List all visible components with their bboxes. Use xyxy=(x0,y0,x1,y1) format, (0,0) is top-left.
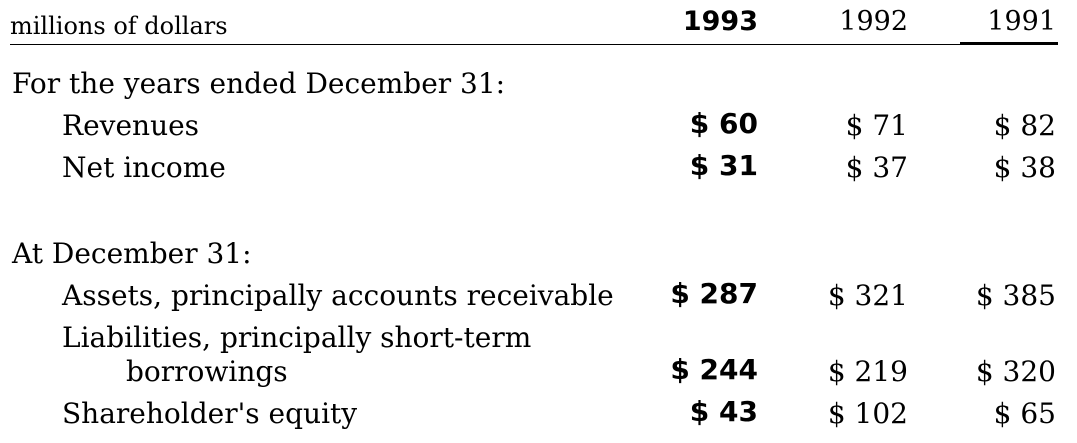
units-label: millions of dollars xyxy=(10,12,228,40)
column-header-1991: 1991 xyxy=(987,6,1056,37)
row-label-continuation: borrowings xyxy=(126,355,288,388)
row-label: Liabilities, principally short-term xyxy=(62,321,532,354)
value-1991: $ 385 xyxy=(975,279,1056,312)
row-label: Revenues xyxy=(62,109,200,142)
value-1992: $ 219 xyxy=(827,355,908,388)
value-1992: $ 102 xyxy=(827,397,908,430)
section-title: For the years ended December 31: xyxy=(12,67,506,100)
value-1992: $ 71 xyxy=(845,109,908,142)
value-1993: $ 60 xyxy=(689,107,758,140)
column-header-1992: 1992 xyxy=(839,6,908,37)
value-1993: $ 287 xyxy=(670,277,758,310)
value-1992: $ 37 xyxy=(845,151,908,184)
value-1992: $ 321 xyxy=(827,279,908,312)
value-1991: $ 38 xyxy=(993,151,1056,184)
value-1993: $ 31 xyxy=(689,149,758,182)
section-title: At December 31: xyxy=(12,237,252,270)
value-1991: $ 65 xyxy=(993,397,1056,430)
header-rule xyxy=(10,44,1058,45)
value-1991: $ 82 xyxy=(993,109,1056,142)
column-header-1993: 1993 xyxy=(682,6,758,37)
value-1991: $ 320 xyxy=(975,355,1056,388)
row-label: Shareholder's equity xyxy=(62,397,358,430)
row-label: Net income xyxy=(62,151,226,184)
value-1993: $ 244 xyxy=(670,353,758,386)
row-label: Assets, principally accounts receivable xyxy=(62,279,614,312)
value-1993: $ 43 xyxy=(689,395,758,428)
header-underline-1991 xyxy=(960,42,1058,44)
